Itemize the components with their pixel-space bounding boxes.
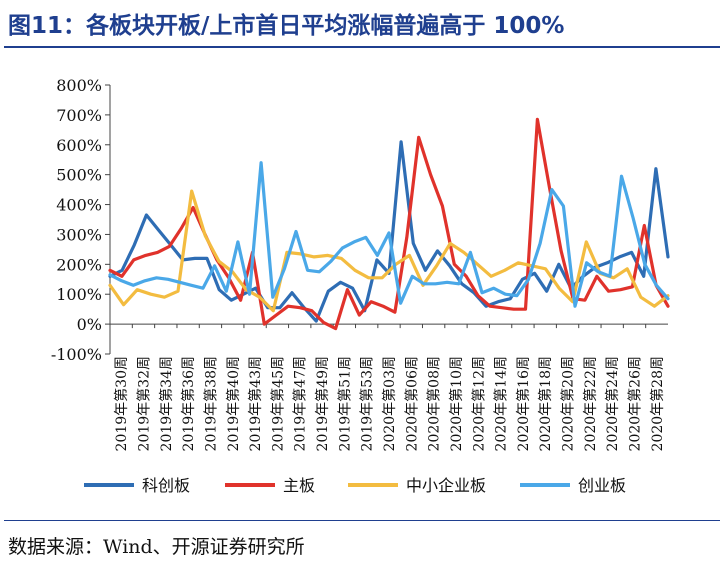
legend-label: 中小企业板: [406, 476, 486, 495]
source-divider: [4, 520, 720, 521]
x-tick-label: 2020年第18周: [537, 356, 554, 451]
x-tick-label: 2019年第53周: [359, 356, 376, 451]
series-layer: [108, 117, 670, 331]
x-tick-label: 2019年第43周: [247, 356, 264, 451]
x-tick-label: 2019年第49周: [314, 356, 331, 451]
y-tick-label: 800%: [56, 76, 102, 95]
legend: 科创板 主板 中小企业板 创业板: [84, 476, 626, 495]
x-tick-label: 2020年第26周: [627, 356, 644, 451]
line-chart: -100%0%100%200%300%400%500%600%700%800% …: [51, 76, 670, 495]
y-tick-label: 400%: [56, 196, 102, 215]
x-tick-label: 2019年第40周: [225, 356, 242, 451]
title-divider: [4, 46, 720, 48]
x-tick-label: 2019年第32周: [135, 356, 152, 451]
y-tick-label: 700%: [56, 106, 102, 125]
x-tick-label: 2020年第22周: [582, 356, 599, 451]
y-tick-label: 600%: [56, 136, 102, 155]
series-line-主板: [108, 117, 670, 331]
x-tick-label: 2020年第14周: [493, 356, 510, 451]
legend-label: 科创板: [142, 476, 190, 495]
y-tick-label: 100%: [56, 285, 102, 304]
series-line-中小企业板: [108, 189, 670, 313]
x-tick-label: 2020年第28周: [649, 356, 666, 451]
x-tick-label: 2019年第34周: [158, 356, 175, 451]
y-tick-label: -100%: [51, 345, 102, 364]
x-tick-label: 2019年第45周: [269, 356, 286, 451]
x-tick-label: 2019年第51周: [336, 356, 353, 451]
x-tick-label: 2020年第08周: [426, 356, 443, 451]
y-tick-label: 0%: [77, 315, 102, 334]
x-tick-label: 2020年第20周: [560, 356, 577, 451]
y-tick-label: 500%: [56, 166, 102, 185]
y-tick-label: 300%: [56, 225, 102, 244]
x-tick-label: 2019年第30周: [113, 356, 130, 451]
legend-label: 创业板: [578, 476, 626, 495]
x-tick-label: 2020年第06周: [403, 356, 420, 451]
x-tick-label: 2020年第03周: [381, 356, 398, 451]
x-tick-label: 2020年第16周: [515, 356, 532, 451]
chart-title: 图11：各板块开板/上市首日平均涨幅普遍高于 100%: [8, 13, 565, 39]
x-tick-label: 2019年第47周: [292, 356, 309, 451]
x-tick-label: 2020年第12周: [470, 356, 487, 451]
x-tick-label: 2020年第10周: [448, 356, 465, 451]
x-tick-label: 2020年第24周: [604, 356, 621, 451]
source-note: 数据来源：Wind、开源证券研究所: [8, 536, 305, 558]
x-tick-label: 2019年第36周: [180, 356, 197, 451]
series-line-创业板: [108, 161, 670, 308]
x-tick-label: 2019年第38周: [202, 356, 219, 451]
legend-label: 主板: [283, 476, 315, 495]
x-axis: 2019年第30周 2019年第32周 2019年第34周 2019年第36周 2019…: [109, 323, 668, 451]
y-axis: -100% 0% 100% 200% 300% 400% 500% 600% 700% 800%: [51, 76, 111, 364]
y-tick-label: 200%: [56, 255, 102, 274]
